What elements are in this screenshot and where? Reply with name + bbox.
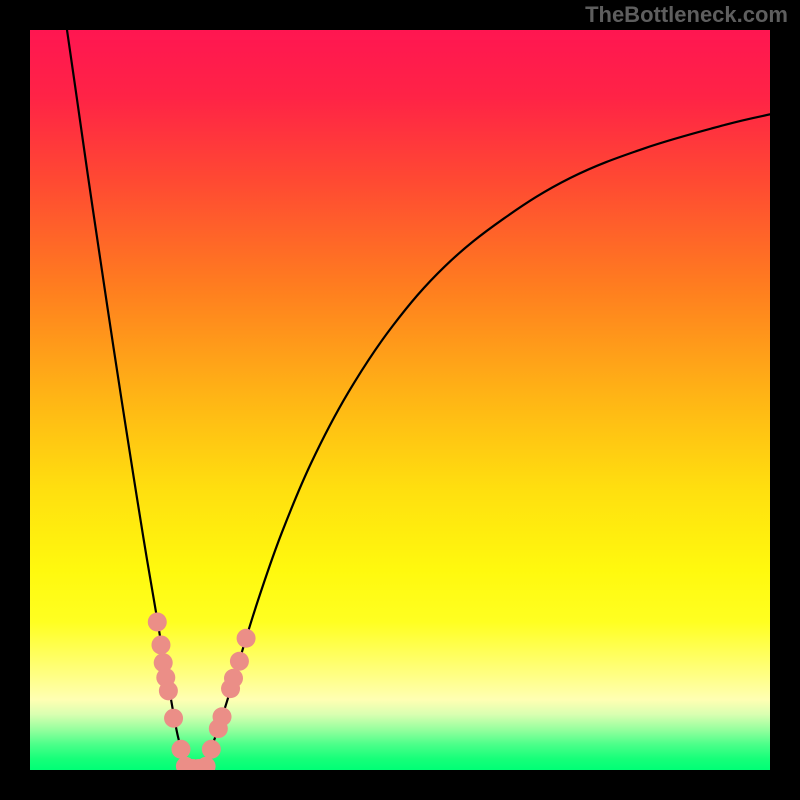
watermark-text: TheBottleneck.com (585, 2, 788, 28)
plot-area (30, 30, 770, 770)
chart-container: TheBottleneck.com (0, 0, 800, 800)
